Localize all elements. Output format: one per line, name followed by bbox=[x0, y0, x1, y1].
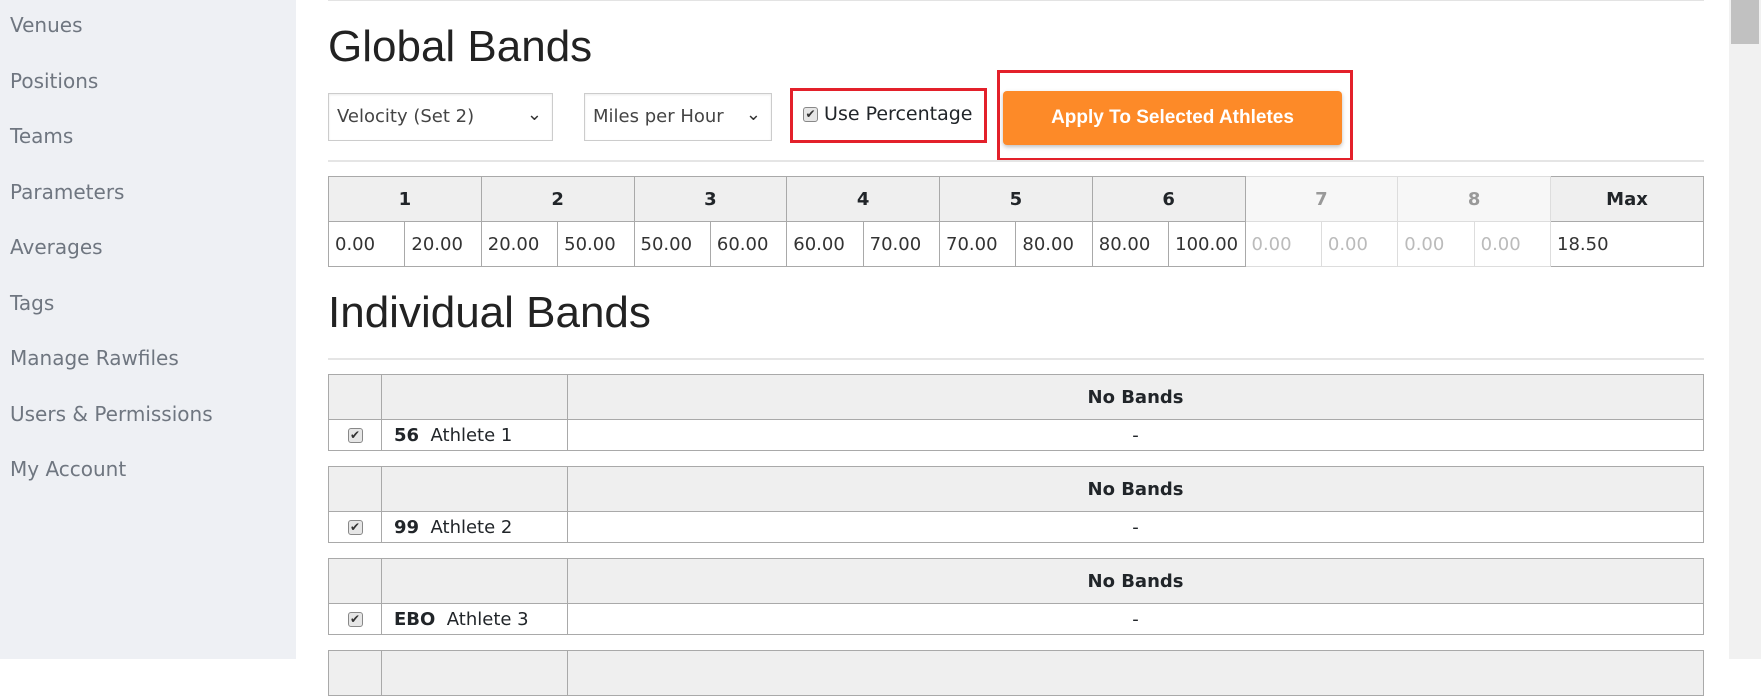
sidebar-item-users-permissions[interactable]: Users & Permissions bbox=[10, 402, 213, 426]
band-header: 4 bbox=[786, 176, 940, 222]
band-value-input[interactable]: 20.00 bbox=[404, 221, 482, 267]
individual-bands-title: Individual Bands bbox=[328, 288, 651, 337]
sidebar-item-averages[interactable]: Averages bbox=[10, 235, 103, 259]
athlete-number: 99 bbox=[394, 516, 420, 538]
band-value-input[interactable]: 60.00 bbox=[786, 221, 864, 267]
checkbox-checked-icon[interactable]: ✔ bbox=[803, 107, 818, 122]
band-value-input[interactable]: 70.00 bbox=[938, 221, 1017, 267]
sidebar-item-positions[interactable]: Positions bbox=[10, 69, 99, 93]
band-header: 1 bbox=[328, 176, 482, 222]
athlete-bands-table: No Bands ✔ 56 Athlete 1 - bbox=[328, 374, 1704, 451]
band-value-input[interactable]: 80.00 bbox=[1091, 221, 1170, 267]
band-value-input[interactable]: 0.00 bbox=[1473, 221, 1552, 267]
chevron-down-icon: ⌄ bbox=[745, 104, 761, 125]
main-content: Global Bands Velocity (Set 2) ⌄ Miles pe… bbox=[327, 0, 1704, 696]
athlete-band-value: - bbox=[567, 603, 1704, 635]
athlete-checkbox[interactable]: ✔ bbox=[347, 428, 363, 443]
band-header: 5 bbox=[939, 176, 1093, 222]
band-value-input[interactable]: 0.00 bbox=[1320, 221, 1399, 267]
global-bands-table: 1 2 3 4 5 6 7 8 Max 0.00 20.00 20.00 50.… bbox=[327, 176, 1704, 267]
band-header: 2 bbox=[480, 176, 635, 222]
athlete-checkbox[interactable]: ✔ bbox=[347, 612, 363, 627]
athlete-bands-table: No Bands ✔ 99 Athlete 2 - bbox=[328, 466, 1704, 543]
athlete-band-value: - bbox=[567, 419, 1704, 451]
divider bbox=[328, 0, 1704, 1]
band-header: 7 bbox=[1244, 176, 1399, 222]
band-value-input[interactable]: 50.00 bbox=[557, 221, 635, 267]
chevron-down-icon: ⌄ bbox=[526, 104, 542, 125]
athlete-name: Athlete 1 bbox=[430, 424, 513, 446]
sidebar-item-tags[interactable]: Tags bbox=[10, 291, 55, 315]
athlete-number: 56 bbox=[394, 424, 420, 446]
band-value-input[interactable]: 20.00 bbox=[480, 221, 559, 267]
athlete-band-value: - bbox=[567, 511, 1704, 543]
band-value-input[interactable]: 100.00 bbox=[1168, 221, 1246, 267]
unit-select[interactable]: Miles per Hour ⌄ bbox=[584, 93, 772, 141]
no-bands-header: No Bands bbox=[567, 374, 1704, 420]
athlete-number: EBO bbox=[394, 608, 436, 630]
divider bbox=[328, 358, 1704, 360]
sidebar-item-my-account[interactable]: My Account bbox=[10, 457, 127, 481]
scrollbar-thumb[interactable] bbox=[1731, 0, 1759, 44]
unit-select-value: Miles per Hour bbox=[593, 106, 724, 127]
band-header: 6 bbox=[1091, 176, 1246, 222]
sidebar-item-venues[interactable]: Venues bbox=[10, 13, 83, 37]
scrollbar[interactable] bbox=[1729, 0, 1761, 659]
max-header: Max bbox=[1550, 176, 1704, 222]
athlete-name: Athlete 3 bbox=[446, 608, 529, 630]
athlete-bands-table: No Bands ✔ EBO Athlete 3 - bbox=[328, 558, 1704, 635]
metric-select-value: Velocity (Set 2) bbox=[337, 106, 475, 127]
band-value-input[interactable]: 70.00 bbox=[862, 221, 941, 267]
band-header: 3 bbox=[633, 176, 788, 222]
athlete-bands-table bbox=[328, 650, 1704, 696]
band-value-input[interactable]: 0.00 bbox=[327, 221, 406, 267]
band-value-input[interactable]: 50.00 bbox=[633, 221, 711, 267]
athlete-row: ✔ EBO Athlete 3 - bbox=[328, 603, 1704, 635]
highlight-box bbox=[997, 70, 1353, 161]
no-bands-header: No Bands bbox=[567, 558, 1704, 604]
athlete-row: ✔ 56 Athlete 1 - bbox=[328, 419, 1704, 451]
metric-select[interactable]: Velocity (Set 2) ⌄ bbox=[328, 93, 553, 141]
no-bands-header: No Bands bbox=[567, 466, 1704, 512]
athlete-checkbox[interactable]: ✔ bbox=[347, 520, 363, 535]
band-value-input[interactable]: 80.00 bbox=[1015, 221, 1093, 267]
band-header: 8 bbox=[1397, 176, 1551, 222]
apply-to-selected-athletes-button[interactable]: Apply To Selected Athletes bbox=[1003, 91, 1342, 145]
athlete-row: ✔ 99 Athlete 2 - bbox=[328, 511, 1704, 543]
highlight-box bbox=[790, 88, 987, 143]
band-value-input[interactable]: 0.00 bbox=[1244, 221, 1322, 267]
use-percentage-label: Use Percentage bbox=[824, 103, 973, 125]
global-bands-title: Global Bands bbox=[328, 22, 593, 71]
sidebar-item-manage-rawfiles[interactable]: Manage Rawfiles bbox=[10, 346, 179, 370]
sidebar-item-parameters[interactable]: Parameters bbox=[10, 180, 125, 204]
sidebar: Venues Positions Teams Parameters Averag… bbox=[0, 0, 296, 659]
sidebar-item-teams[interactable]: Teams bbox=[10, 124, 74, 148]
band-value-input[interactable]: 0.00 bbox=[1397, 221, 1475, 267]
band-value-input[interactable]: 60.00 bbox=[709, 221, 788, 267]
divider bbox=[328, 160, 1704, 162]
use-percentage-checkbox[interactable]: ✔ Use Percentage bbox=[803, 103, 972, 125]
max-value-input[interactable]: 18.50 bbox=[1550, 221, 1704, 267]
athlete-name: Athlete 2 bbox=[430, 516, 513, 538]
